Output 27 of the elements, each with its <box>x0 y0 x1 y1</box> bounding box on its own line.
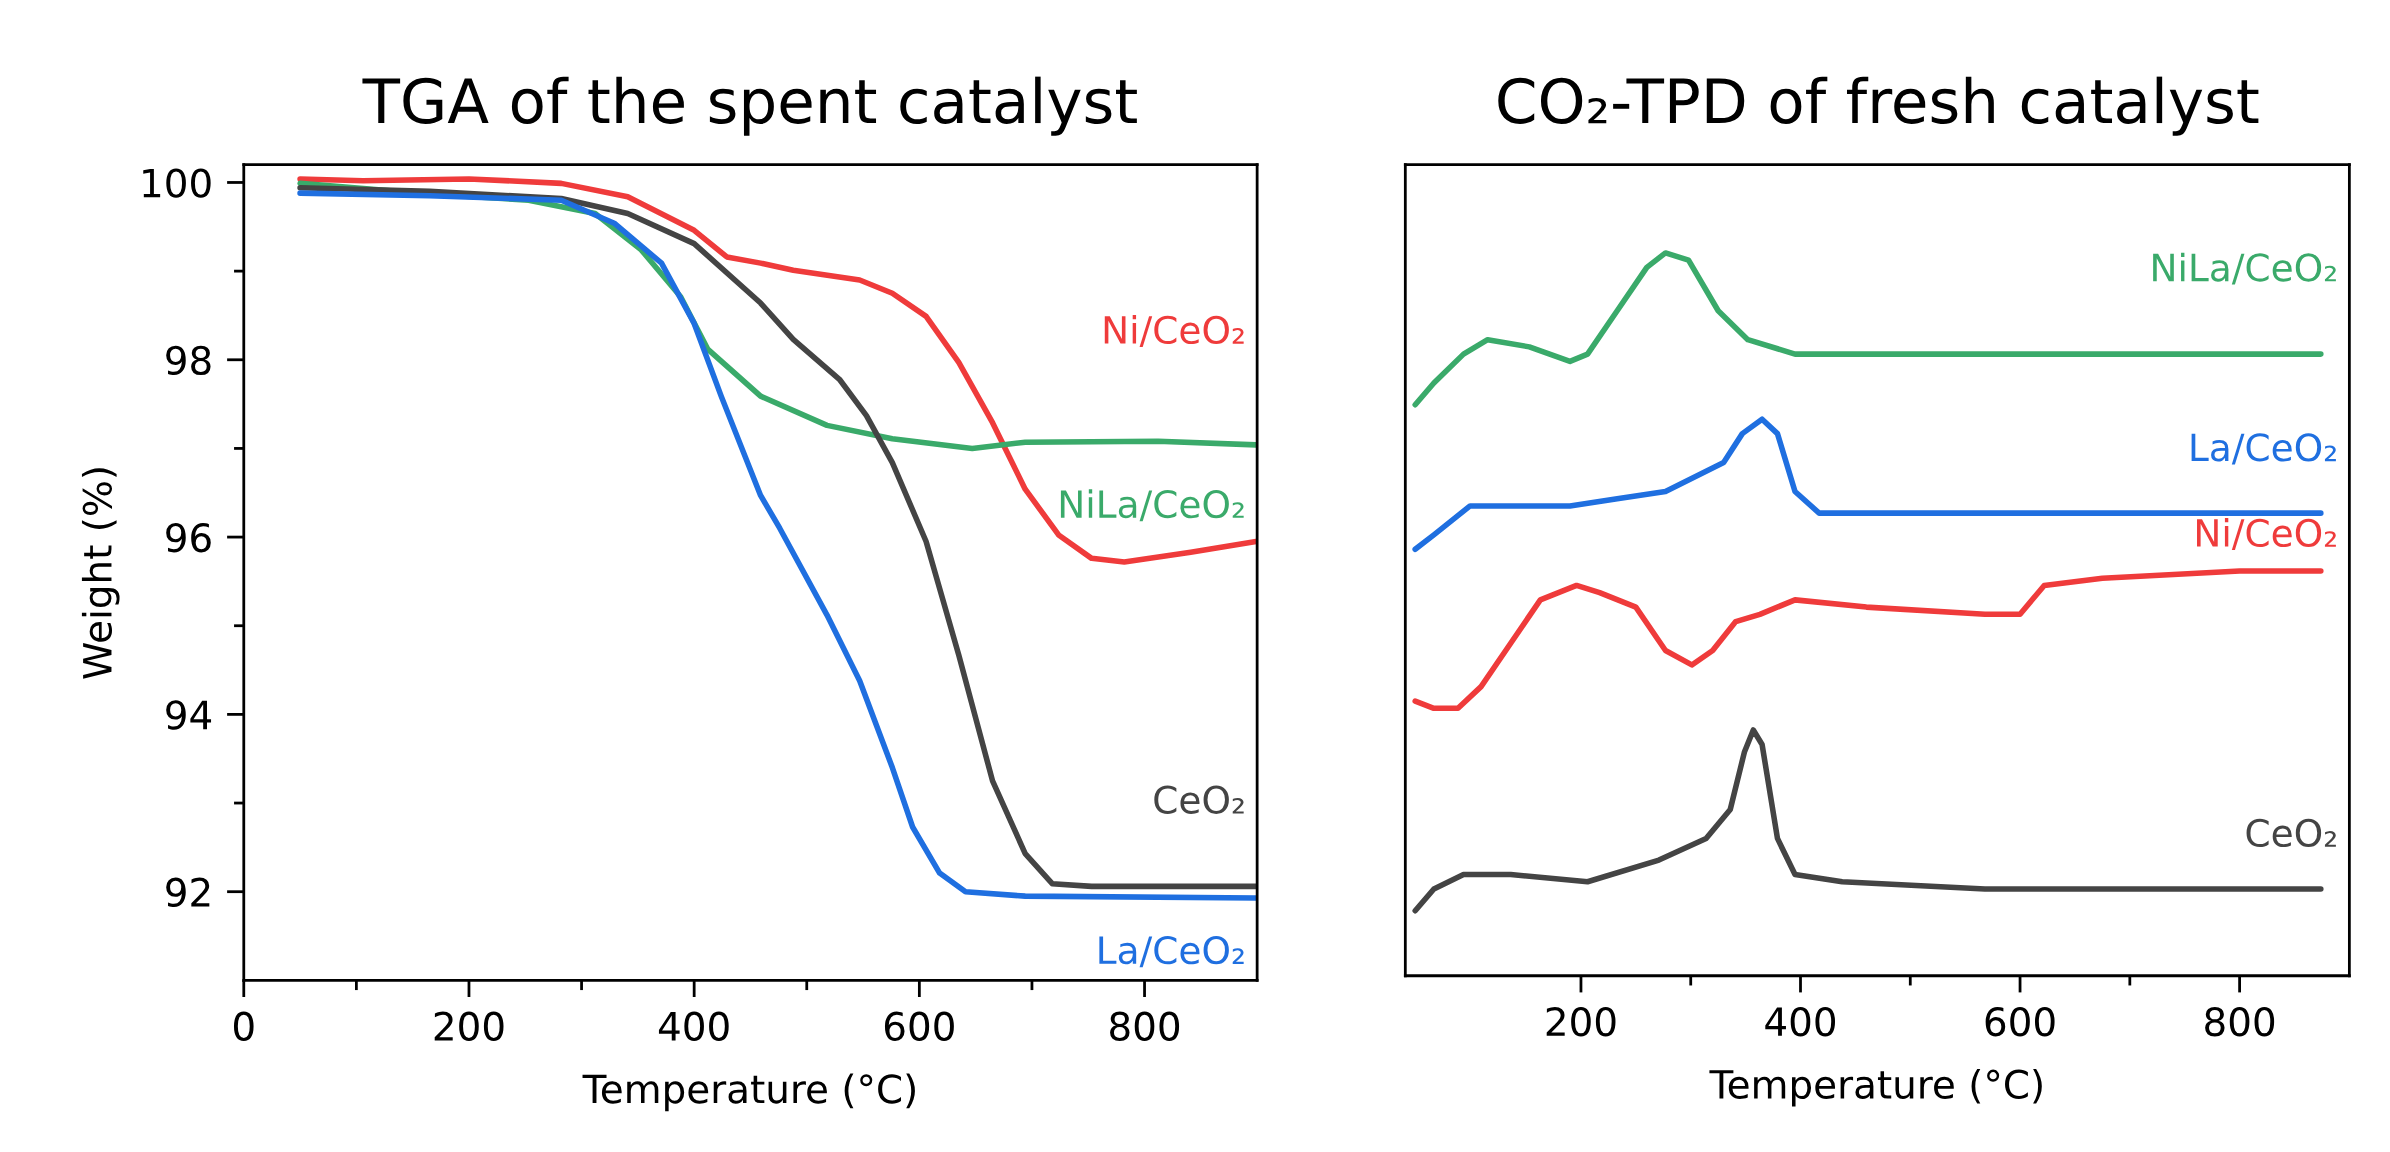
series-label: Ni/CeO₂ <box>2197 518 2336 551</box>
x-tick-label: 400 <box>658 1011 729 1042</box>
x-tick-label: 400 <box>1765 1006 1836 1037</box>
series-label: CeO₂ <box>1154 785 1244 814</box>
x-tick-label: 800 <box>2205 1006 2275 1037</box>
series-label: NiLa/CeO₂ <box>1060 489 1244 522</box>
x-axis-title: Temperature (°C) <box>1709 1068 2042 1107</box>
x-tick-label: 200 <box>1546 1006 1616 1037</box>
x-tick-label: 600 <box>884 1011 954 1042</box>
x-tick-label: 600 <box>1985 1006 2055 1037</box>
y-tick-label: 92 <box>166 877 210 908</box>
y-axis-title: Weight (%) <box>81 468 120 679</box>
y-tick-label: 98 <box>166 345 211 376</box>
series-label: La/CeO₂ <box>2191 433 2336 465</box>
x-tick-label: 800 <box>1110 1011 1180 1042</box>
series-label: La/CeO₂ <box>1099 935 1244 968</box>
y-tick-label: 96 <box>166 522 211 553</box>
x-tick-label: 0 <box>233 1011 254 1042</box>
x-axis-title: Temperature (°C) <box>582 1073 915 1112</box>
y-tick-label: 94 <box>166 700 212 730</box>
x-tick-label: 200 <box>434 1011 504 1042</box>
chart-title: CO₂-TPD of fresh catalyst <box>1498 76 2259 136</box>
y-tick-label: 100 <box>143 168 211 198</box>
chart-title: TGA of the spent catalyst <box>362 76 1137 136</box>
series-label: NiLa/CeO₂ <box>2153 252 2336 285</box>
series-label: CeO₂ <box>2246 818 2336 848</box>
text: Ni/CeO₂ <box>1104 315 1244 348</box>
